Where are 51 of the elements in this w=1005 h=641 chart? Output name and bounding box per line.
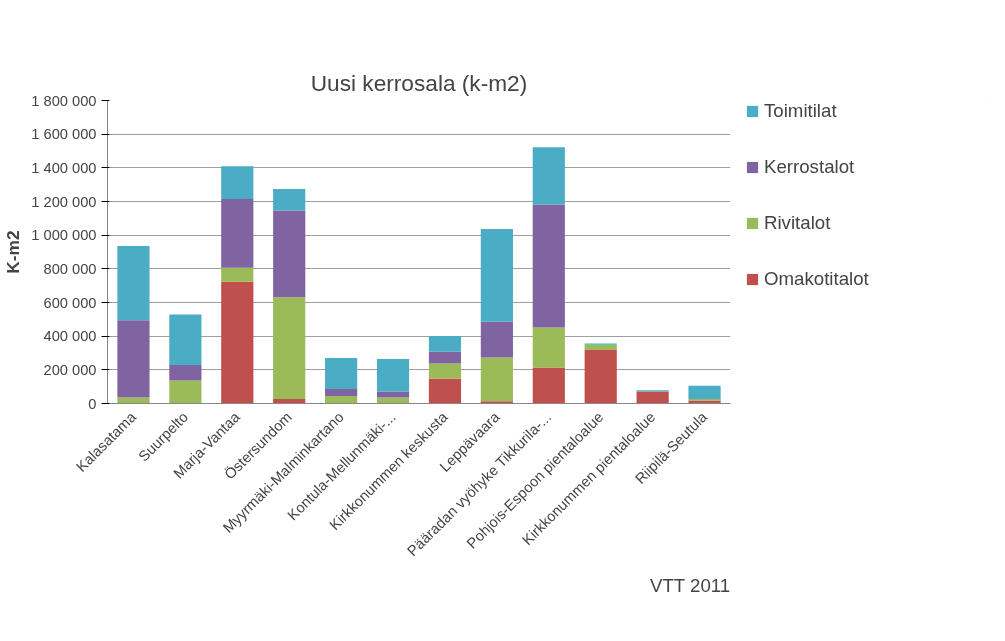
bar — [221, 267, 254, 282]
y-axis-title: K-m2 — [3, 230, 24, 274]
y-tick-label: 400 000 — [43, 328, 97, 345]
bar — [273, 188, 306, 211]
bar — [428, 351, 462, 364]
legend-label: Omakotitalot — [764, 268, 869, 290]
bar — [428, 378, 462, 404]
bar — [117, 320, 150, 398]
legend-label: Toimitilat — [764, 100, 837, 122]
bar — [221, 166, 254, 199]
bar — [273, 210, 306, 298]
legend-label: Kerrostalot — [764, 156, 855, 178]
chart-title: Uusi kerrosala (k-m2) — [310, 69, 528, 96]
legend-label: Rivitalot — [764, 212, 831, 234]
bar — [117, 246, 150, 321]
bar — [480, 357, 513, 402]
bar — [584, 349, 617, 404]
y-tick-label: 0 — [88, 395, 97, 412]
bar — [428, 336, 462, 352]
bar — [325, 396, 358, 404]
bar — [376, 391, 410, 398]
bar — [169, 364, 202, 381]
bar — [169, 314, 202, 365]
bar — [532, 204, 565, 328]
bar — [532, 327, 565, 368]
y-tick-label: 1 600 000 — [31, 126, 97, 143]
text: VTT 2011 — [649, 574, 731, 596]
y-tick-label: 1 200 000 — [31, 193, 97, 210]
y-tick-label: 200 000 — [43, 361, 97, 378]
bar — [325, 357, 358, 390]
bar — [273, 297, 306, 400]
bar — [325, 389, 358, 397]
bar — [428, 363, 462, 379]
y-tick-label: 1 800 000 — [31, 92, 97, 109]
bar — [480, 321, 513, 358]
bar — [688, 385, 721, 400]
y-tick-label: 1 000 000 — [31, 227, 97, 244]
bar — [480, 228, 513, 322]
bar — [636, 391, 669, 404]
bar — [532, 147, 565, 205]
y-tick-label: 1 400 000 — [31, 159, 97, 176]
bar — [169, 380, 202, 404]
bar — [480, 401, 513, 404]
bar — [532, 367, 565, 404]
bar — [584, 344, 617, 350]
y-tick-label: 800 000 — [43, 260, 97, 277]
bar — [376, 358, 410, 392]
bar — [221, 198, 254, 268]
bar — [273, 399, 306, 404]
y-tick-label: 600 000 — [43, 294, 97, 311]
bar — [221, 281, 254, 404]
